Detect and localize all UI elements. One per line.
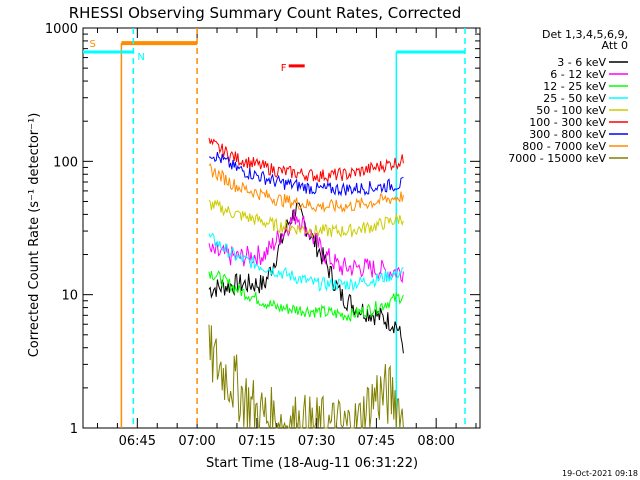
chart-title: RHESSI Observing Summary Count Rates, Co… [69, 4, 462, 22]
legend-label: 800 - 7000 keV [522, 140, 606, 153]
flag-label-n: N [137, 52, 144, 63]
series-line-7 [208, 162, 404, 214]
y-tick-label: 1000 [45, 22, 78, 37]
y-tick-label: 100 [53, 155, 78, 170]
timestamp: 19-Oct-2021 09:18 [562, 469, 638, 478]
series-line-2 [208, 270, 404, 322]
legend-label: 50 - 100 keV [536, 104, 606, 117]
flag-label-f: F [281, 63, 287, 74]
flag-label-s: S [90, 39, 96, 50]
x-tick-label: 08:00 [417, 434, 454, 449]
legend-header: Att 0 [602, 39, 628, 52]
series-line-3 [208, 232, 404, 292]
x-tick-label: 07:45 [358, 434, 395, 449]
series-line-8 [208, 324, 404, 430]
series-line-0 [208, 202, 404, 354]
y-tick-label: 10 [61, 289, 78, 304]
x-tick-label: 07:00 [178, 434, 215, 449]
series-line-4 [208, 199, 404, 238]
legend-label: 25 - 50 keV [543, 92, 606, 105]
legend-label: 6 - 12 keV [550, 68, 606, 81]
y-tick-label: 1 [70, 422, 78, 437]
series-line-6 [209, 151, 404, 197]
x-axis-label: Start Time (18-Aug-11 06:31:22) [206, 456, 418, 471]
legend-label: 3 - 6 keV [557, 56, 606, 69]
series-line-1 [208, 208, 404, 284]
x-tick-label: 06:45 [119, 434, 156, 449]
series-line-5 [208, 137, 404, 184]
y-axis-label: Corrected Count Rate (s⁻¹ detector⁻¹) [27, 113, 42, 358]
plot-area: 1 10 100 1000 06:45 07:00 07:15 07:30 07:45 08:00… [45, 22, 481, 449]
legend-label: 7000 - 15000 keV [508, 152, 606, 165]
legend-label: 100 - 300 keV [529, 116, 606, 129]
legend-label: 300 - 800 keV [529, 128, 606, 141]
legend-label: 12 - 25 keV [543, 80, 606, 93]
x-tick-label: 07:15 [238, 434, 275, 449]
plot-frame [82, 27, 481, 429]
legend-header: Det 1,3,4,5,6,9, [542, 28, 628, 41]
x-tick-label: 07:30 [298, 434, 335, 449]
